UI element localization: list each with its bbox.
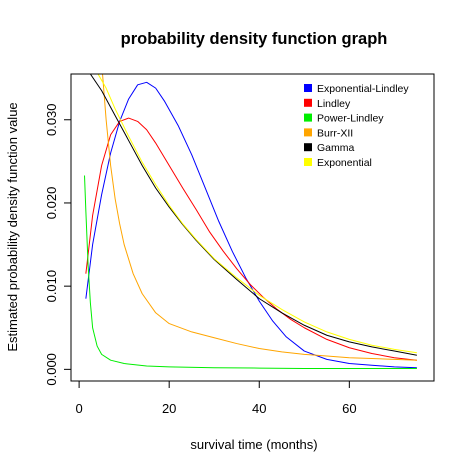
series-line-1 bbox=[85, 117, 417, 361]
series-layer bbox=[84, 74, 417, 370]
y-axis-label: Estimated probability density function v… bbox=[5, 102, 20, 351]
series-line-5 bbox=[97, 74, 417, 354]
y-tick-label-1: 0.010 bbox=[44, 270, 59, 303]
legend-label-2: Power-Lindley bbox=[317, 113, 384, 125]
legend-label-0: Exponential-Lindley bbox=[317, 83, 409, 95]
y-axis: 0.000 0.010 0.020 0.030 bbox=[44, 103, 72, 386]
series-line-0 bbox=[85, 81, 417, 369]
x-tick-label-0: 0 bbox=[75, 401, 82, 416]
legend-label-5: Exponential bbox=[317, 157, 372, 169]
legend-swatch-4 bbox=[304, 143, 312, 152]
x-axis-label: survival time (months) bbox=[190, 437, 317, 452]
legend-label-1: Lindley bbox=[317, 98, 351, 110]
legend-swatch-2 bbox=[304, 113, 312, 122]
y-tick-label-3: 0.030 bbox=[44, 103, 59, 136]
series-line-4 bbox=[89, 74, 417, 356]
legend-swatch-3 bbox=[304, 128, 312, 137]
legend-swatch-1 bbox=[304, 98, 312, 107]
y-tick-label-2: 0.020 bbox=[44, 187, 59, 220]
legend-swatch-0 bbox=[304, 84, 312, 92]
x-tick-label-2: 40 bbox=[252, 401, 266, 416]
legend-label-3: Burr-XII bbox=[317, 127, 353, 139]
legend-swatch-5 bbox=[304, 158, 312, 166]
series-line-2 bbox=[84, 175, 417, 370]
chart-title: probability density function graph bbox=[121, 30, 388, 48]
y-tick-label-0: 0.000 bbox=[44, 353, 59, 386]
series-line-3 bbox=[102, 74, 417, 361]
legend: Exponential-Lindley Lindley Power-Lindley B… bbox=[304, 83, 409, 169]
legend-label-4: Gamma bbox=[317, 142, 355, 154]
x-tick-label-1: 20 bbox=[162, 401, 176, 416]
x-tick-label-3: 60 bbox=[342, 401, 356, 416]
x-axis: 0 20 40 60 bbox=[75, 380, 357, 416]
